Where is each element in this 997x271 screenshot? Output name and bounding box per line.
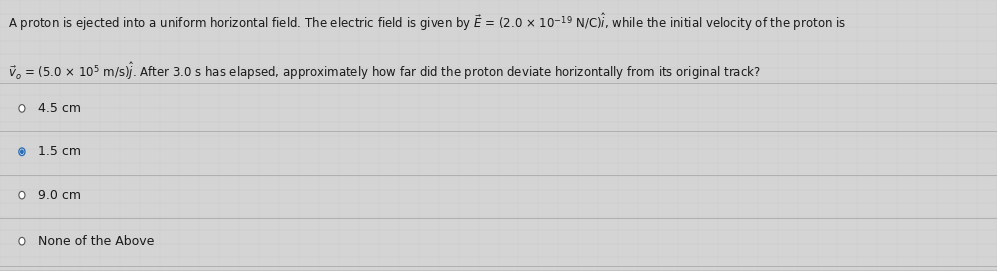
Text: A proton is ejected into a uniform horizontal field. The electric field is given: A proton is ejected into a uniform horiz… xyxy=(8,11,846,33)
Text: 4.5 cm: 4.5 cm xyxy=(38,102,81,115)
Text: None of the Above: None of the Above xyxy=(38,235,155,248)
Text: $\vec{v}_o$ = (5.0 $\times$ 10$^{5}$ m/s)$\hat{j}$. After 3.0 s has elapsed, app: $\vec{v}_o$ = (5.0 $\times$ 10$^{5}$ m/s… xyxy=(8,60,761,82)
Ellipse shape xyxy=(19,237,25,245)
Ellipse shape xyxy=(19,148,25,156)
Text: 1.5 cm: 1.5 cm xyxy=(38,145,81,158)
Ellipse shape xyxy=(19,105,25,112)
Ellipse shape xyxy=(19,191,25,199)
Text: 9.0 cm: 9.0 cm xyxy=(38,189,81,202)
Ellipse shape xyxy=(20,149,24,154)
